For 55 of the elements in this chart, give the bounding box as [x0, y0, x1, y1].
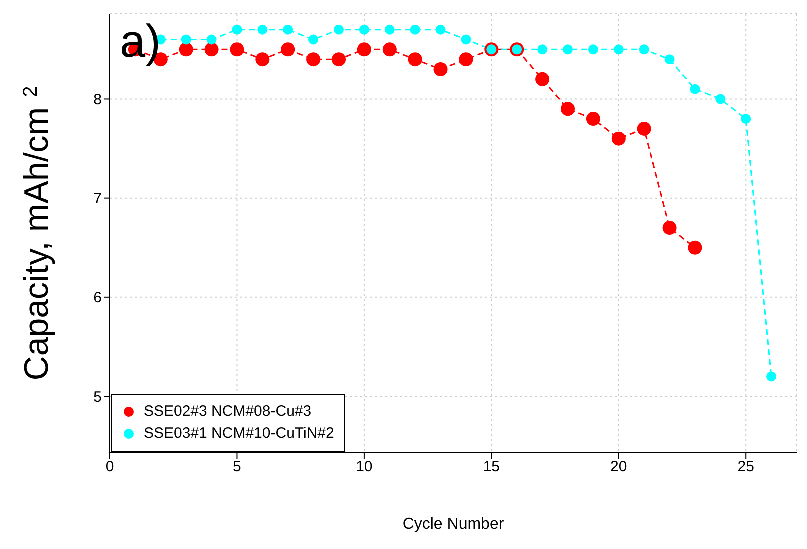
point: [614, 44, 624, 55]
point: [716, 94, 726, 104]
x-tick-label: 15: [483, 458, 500, 476]
point: [586, 112, 600, 126]
y-tick-label: 7: [94, 190, 102, 208]
point: [281, 42, 296, 57]
y-tick-label: 6: [94, 290, 102, 307]
point: [690, 84, 700, 94]
point: [538, 44, 548, 55]
point: [382, 42, 397, 57]
point: [536, 72, 550, 86]
legend-label: SSE02#3 NCM#08-Cu#3: [144, 402, 312, 422]
x-axis-title: Cycle Number: [402, 516, 505, 533]
point: [588, 44, 598, 55]
y-tick-label: 5: [94, 388, 102, 406]
point: [612, 132, 626, 146]
point: [561, 102, 575, 116]
point: [637, 122, 652, 136]
point: [662, 221, 677, 236]
point: [384, 24, 395, 35]
point: [332, 52, 346, 67]
point: [306, 52, 321, 67]
point: [357, 42, 372, 57]
point: [204, 42, 219, 57]
point: [179, 42, 194, 57]
point: [741, 114, 752, 124]
x-tick-label: 25: [738, 458, 754, 476]
point: [688, 240, 702, 255]
point: [563, 44, 573, 55]
x-tick-label: 10: [356, 458, 373, 476]
point: [664, 54, 675, 65]
point: [230, 42, 244, 57]
point: [256, 52, 270, 67]
point: [461, 34, 472, 45]
legend-label: SSE03#1 NCM#10-CuTiN#2: [144, 424, 334, 444]
point: [459, 52, 474, 67]
point: [206, 34, 217, 45]
x-tick-label: 5: [233, 458, 242, 476]
point: [639, 44, 650, 55]
point: [232, 24, 242, 35]
point: [181, 34, 192, 45]
x-tick-label: 20: [610, 458, 628, 476]
point: [334, 24, 344, 35]
point: [410, 24, 420, 35]
point: [766, 372, 777, 382]
point: [359, 24, 370, 35]
annotation: a): [120, 15, 161, 67]
x-tick-label: 0: [106, 458, 114, 476]
point: [258, 24, 268, 35]
point: [436, 24, 446, 35]
point: [408, 52, 422, 67]
y-tick-label: 8: [94, 92, 102, 109]
point: [308, 34, 319, 45]
point: [434, 62, 448, 76]
point: [283, 24, 294, 35]
